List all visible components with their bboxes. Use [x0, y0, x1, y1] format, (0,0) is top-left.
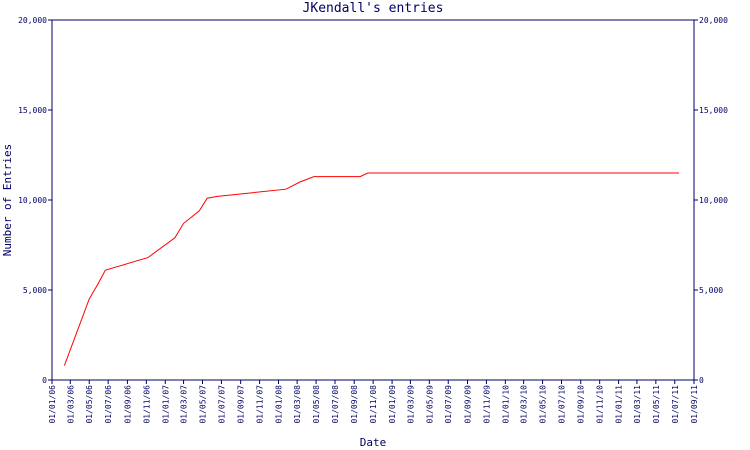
x-tick-label: 01/07/07 [217, 385, 226, 424]
x-tick-label: 01/11/09 [482, 385, 491, 424]
x-tick-label: 01/09/07 [237, 385, 246, 424]
data-line [63, 172, 680, 366]
y2-tick-label: 5,000 [699, 286, 723, 295]
x-tick-label: 01/01/10 [501, 385, 510, 424]
x-tick-label: 01/03/07 [180, 385, 189, 424]
x-tick-label: 01/09/09 [463, 385, 472, 424]
x-tick-label: 01/09/10 [577, 385, 586, 424]
x-tick-label: 01/01/09 [388, 385, 397, 424]
x-tick-label: 01/09/08 [350, 385, 359, 424]
x-tick-label: 01/11/07 [256, 385, 265, 424]
x-tick-label: 01/01/06 [48, 385, 57, 424]
x-tick-label: 01/09/06 [123, 385, 132, 424]
x-tick-label: 01/07/11 [671, 385, 680, 424]
y-tick-label: 10,000 [18, 196, 47, 205]
x-tick-label: 01/11/08 [369, 385, 378, 424]
x-tick-label: 01/05/08 [312, 385, 321, 424]
y2-tick-label: 10,000 [699, 196, 728, 205]
y-axis-label: Number of Entries [1, 144, 14, 257]
x-tick-label: 01/11/10 [596, 385, 605, 424]
y-tick-label: 15,000 [18, 106, 47, 115]
x-tick-label: 01/05/09 [425, 385, 434, 424]
x-tick-label: 01/05/07 [198, 385, 207, 424]
x-tick-label: 01/03/10 [520, 385, 529, 424]
x-tick-label: 01/03/06 [66, 385, 75, 424]
plot-frame [51, 19, 695, 381]
x-tick-label: 01/01/08 [275, 385, 284, 424]
y-tick-label: 20,000 [18, 16, 47, 25]
x-tick-label: 01/01/11 [615, 385, 624, 424]
x-tick-label: 01/07/09 [444, 385, 453, 424]
y2-tick-label: 15,000 [699, 106, 728, 115]
x-tick-label: 01/07/06 [104, 385, 113, 424]
y-tick-label: 5,000 [23, 286, 47, 295]
y2-tick-label: 20,000 [699, 16, 728, 25]
chart-title: JKendall's entries [303, 1, 444, 16]
x-tick-label: 01/03/11 [633, 385, 642, 424]
x-axis-label: Date [360, 436, 387, 449]
x-tick-label: 01/05/11 [652, 385, 661, 424]
x-tick-label: 01/03/09 [406, 385, 415, 424]
x-tick-label: 01/07/10 [558, 385, 567, 424]
x-tick-label: 01/05/10 [539, 385, 548, 424]
x-tick-label: 01/03/08 [293, 385, 302, 424]
y-tick-label: 0 [42, 376, 47, 385]
x-tick-label: 01/09/11 [690, 385, 699, 424]
x-tick-label: 01/01/07 [161, 385, 170, 424]
x-tick-label: 01/07/08 [331, 385, 340, 424]
x-tick-label: 01/05/06 [85, 385, 94, 424]
y2-tick-label: 0 [699, 376, 704, 385]
x-tick-label: 01/11/06 [142, 385, 151, 424]
